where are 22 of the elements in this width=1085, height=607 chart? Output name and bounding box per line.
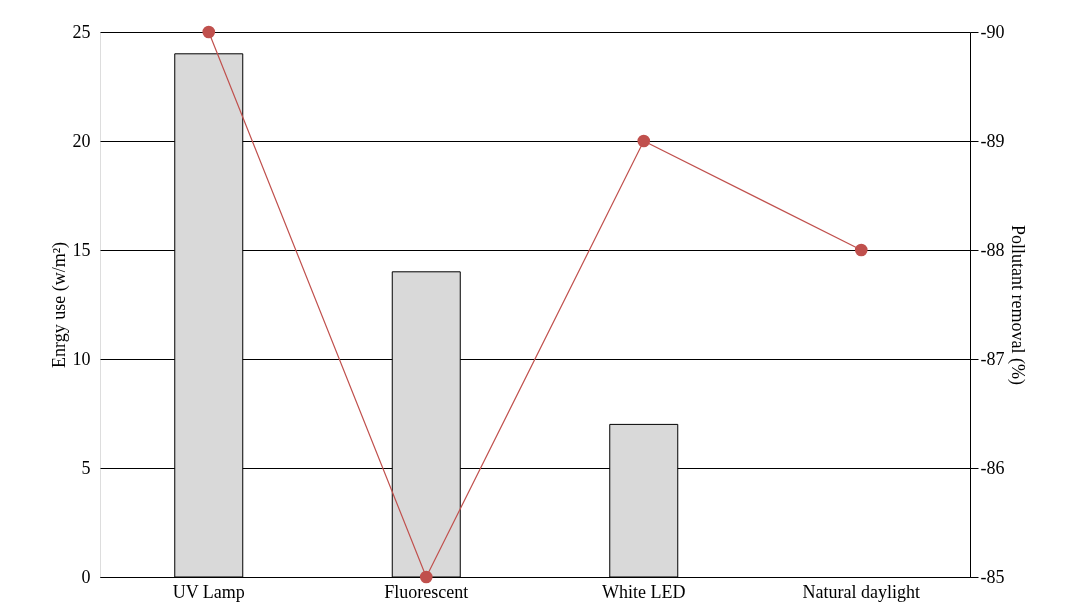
y-tick-label: 25	[72, 21, 91, 42]
x-tick-label: UV Lamp	[172, 581, 245, 602]
y2-tick-label: -87	[980, 348, 1005, 369]
point	[637, 134, 651, 148]
y2-tick-label: -88	[980, 239, 1005, 260]
x-tick-label: White LED	[602, 581, 686, 602]
y-tick-label: 15	[72, 239, 91, 260]
y2-tick-label: -89	[980, 130, 1005, 151]
y2-tick-label: -85	[980, 566, 1005, 587]
y2-tick-label: -90	[980, 21, 1005, 42]
x-tick-label: Natural daylight	[802, 581, 920, 602]
y2-axis-title: Pollutant removal (%)	[1007, 225, 1029, 385]
y-tick-label: 10	[72, 348, 91, 369]
point	[854, 243, 868, 257]
y-tick-label: 20	[72, 130, 91, 151]
point	[419, 570, 433, 584]
y2-tick-label: -86	[980, 457, 1005, 478]
y-tick-label: 0	[81, 566, 91, 587]
x-tick-label: Fluorescent	[384, 581, 469, 602]
y-tick-label: 5	[81, 457, 91, 478]
point	[202, 25, 216, 39]
y-axis-title: Enrgy use (w/m²)	[48, 241, 70, 369]
